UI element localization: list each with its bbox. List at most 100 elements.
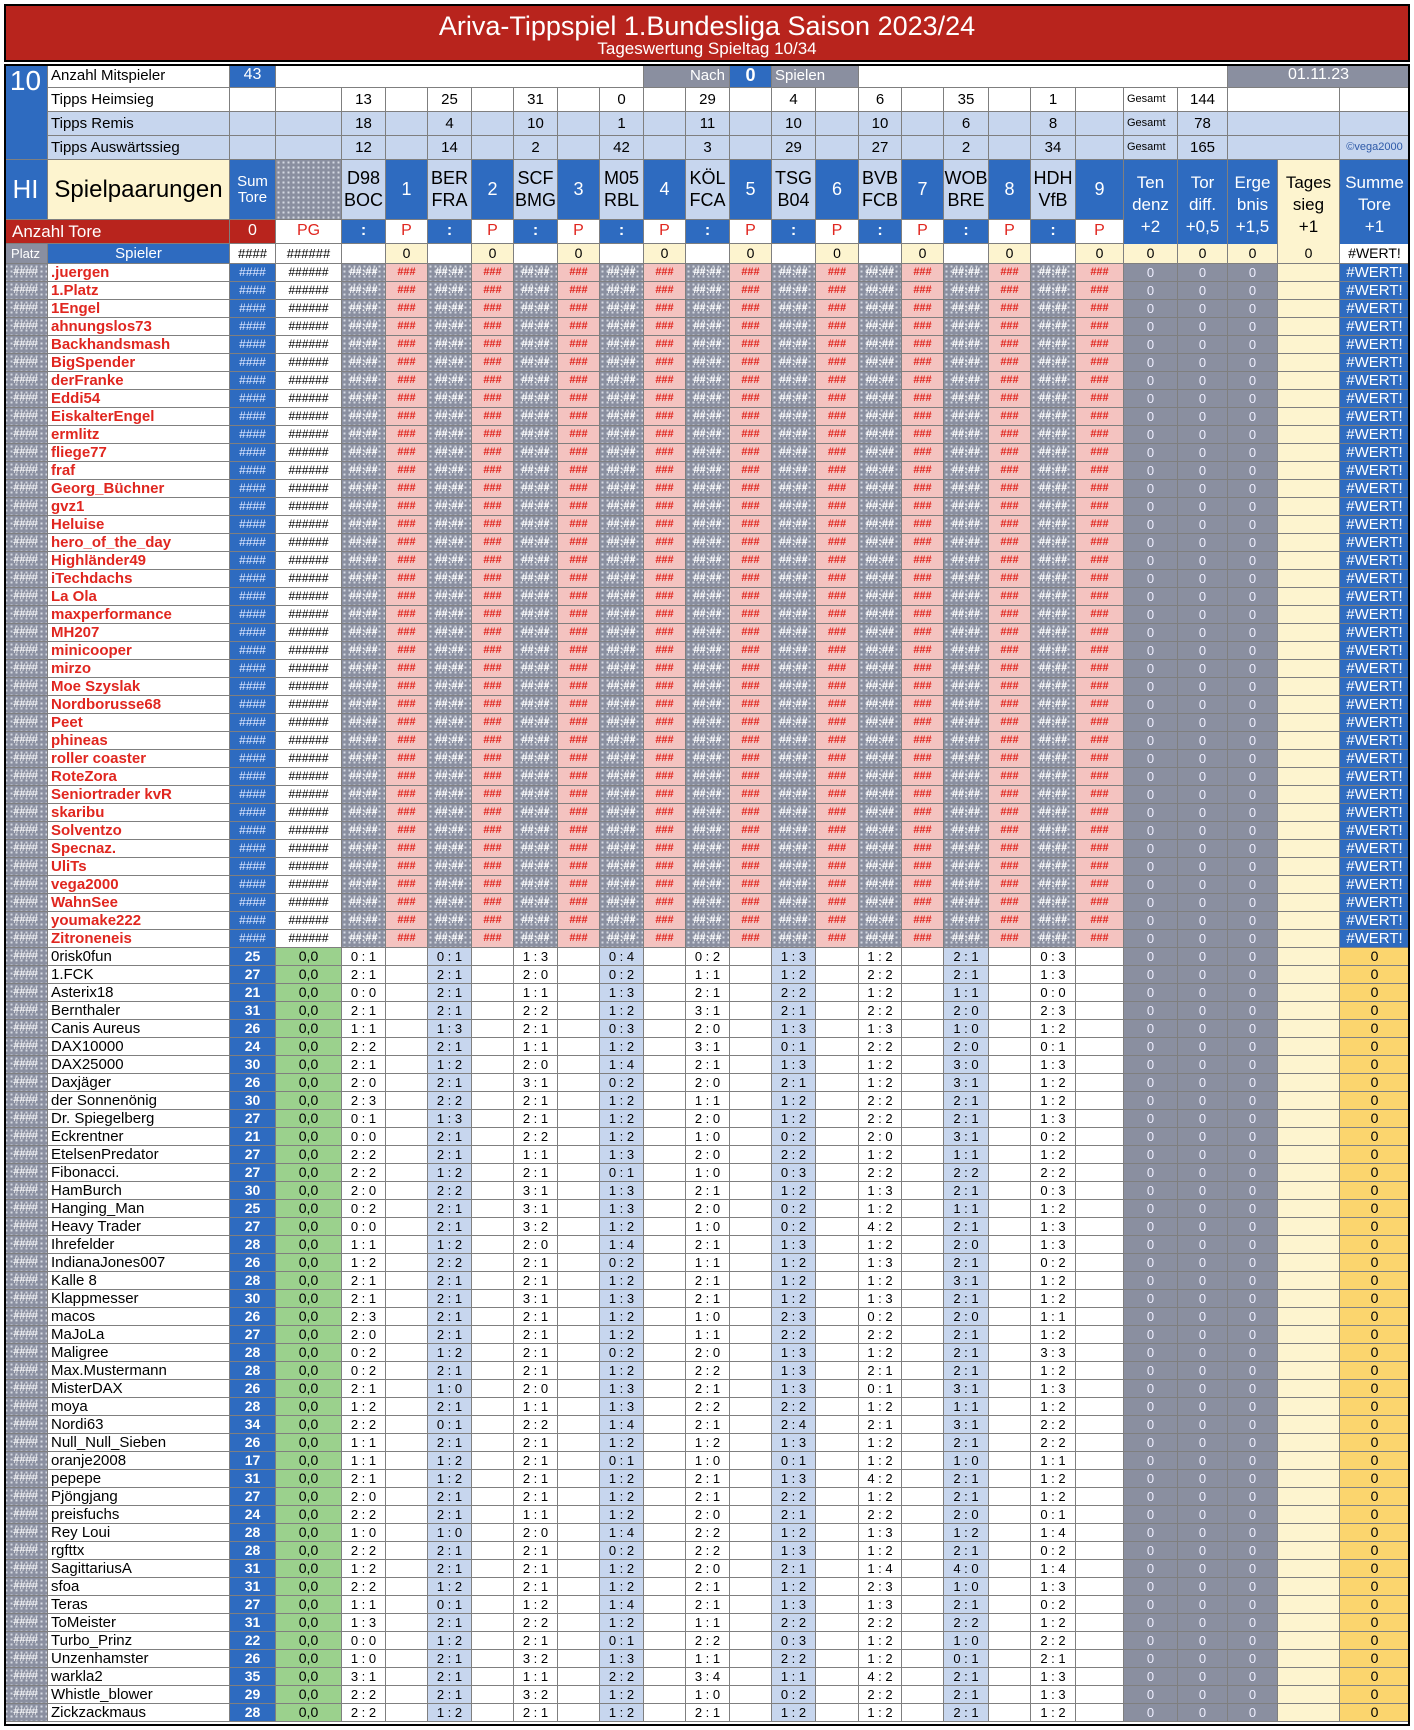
bonus-cell: 0 xyxy=(1228,1182,1278,1200)
points-cell: ### xyxy=(989,642,1031,660)
score-cell: ##:## xyxy=(944,768,989,786)
pg-cell: 0,0 xyxy=(276,1326,342,1344)
score-cell: ##:## xyxy=(428,372,472,390)
tips-count: 0 xyxy=(600,88,644,112)
pg-cell: 0,0 xyxy=(276,1686,342,1704)
bonus-cell: 0 xyxy=(1124,462,1178,480)
points-cell xyxy=(644,1524,686,1542)
score-cell: ##:## xyxy=(342,714,386,732)
pg-cell: 0,0 xyxy=(276,1110,342,1128)
pg-cell: ###### xyxy=(276,840,342,858)
tip-cell: 1 : 2 xyxy=(600,1506,644,1524)
match-number: 5 xyxy=(730,160,772,220)
score-cell: ##:## xyxy=(514,498,558,516)
daywin-cell xyxy=(1278,1380,1340,1398)
score-cell: ##:## xyxy=(428,624,472,642)
points-cell xyxy=(472,1668,514,1686)
goals-label: Anzahl Tore xyxy=(4,220,230,244)
tip-cell: 2 : 4 xyxy=(772,1416,816,1434)
points-cell xyxy=(902,1146,944,1164)
bonus-cell: 0 xyxy=(1124,1578,1178,1596)
daywin-cell xyxy=(1278,930,1340,948)
points-cell xyxy=(989,1398,1031,1416)
score-cell: ##:## xyxy=(600,264,644,282)
tip-cell: 2 : 0 xyxy=(686,1074,730,1092)
score-cell: ##:## xyxy=(342,462,386,480)
bonus-cell: 0 xyxy=(1124,498,1178,516)
points-cell: ### xyxy=(386,678,428,696)
score-cell: ##:## xyxy=(944,858,989,876)
bonus-cell: 0 xyxy=(1228,354,1278,372)
tip-cell: 2 : 1 xyxy=(944,1686,989,1704)
tip-cell: 1 : 3 xyxy=(600,1380,644,1398)
player-name: Canis Aureus xyxy=(48,1020,230,1038)
bonus-cell: 0 xyxy=(1228,1236,1278,1254)
score-cell: ##:## xyxy=(428,642,472,660)
tip-cell: 1 : 3 xyxy=(1031,1218,1076,1236)
points-cell: ### xyxy=(816,390,859,408)
score-cell: ##:## xyxy=(859,714,902,732)
player-name: hero_of_the_day xyxy=(48,534,230,552)
score-cell: ##:## xyxy=(342,282,386,300)
total-error: #WERT! xyxy=(1340,804,1410,822)
points-cell xyxy=(730,1416,772,1434)
points-cell xyxy=(730,1128,772,1146)
tips-count: 25 xyxy=(428,88,472,112)
points-cell xyxy=(730,948,772,966)
bonus-cell: 0 xyxy=(1228,318,1278,336)
pg-cell: ###### xyxy=(276,516,342,534)
pg-cell: 0,0 xyxy=(276,1002,342,1020)
tip-cell: 1 : 3 xyxy=(600,1146,644,1164)
player-name: Max.Mustermann xyxy=(48,1362,230,1380)
score-cell: ##:## xyxy=(428,750,472,768)
player-name: Fibonacci. xyxy=(48,1164,230,1182)
bonus-cell: 0 xyxy=(1124,1326,1178,1344)
tip-cell: 1 : 1 xyxy=(772,1668,816,1686)
tip-cell: 2 : 2 xyxy=(1031,1164,1076,1182)
points-cell: ### xyxy=(472,624,514,642)
score-cell: ##:## xyxy=(772,372,816,390)
tip-cell: 1 : 2 xyxy=(428,1164,472,1182)
points-cell xyxy=(386,1632,428,1650)
sum-cell: 26 xyxy=(230,1308,276,1326)
tips-blank xyxy=(816,112,859,136)
tip-cell: 2 : 0 xyxy=(342,1488,386,1506)
player-name: 1.FCK xyxy=(48,966,230,984)
tip-cell: 2 : 2 xyxy=(859,1326,902,1344)
score-cell: ##:## xyxy=(944,462,989,480)
points-cell xyxy=(1076,1290,1124,1308)
bonus-cell: 0 xyxy=(1124,1506,1178,1524)
points-cell xyxy=(1076,1614,1124,1632)
total-error: #WERT! xyxy=(1340,858,1410,876)
tips-blank xyxy=(1228,136,1340,160)
score-cell: ##:## xyxy=(428,480,472,498)
pg-cell: ###### xyxy=(276,714,342,732)
points-cell: ### xyxy=(644,678,686,696)
bonus-cell: 0 xyxy=(1124,1128,1178,1146)
bonus-cell: 0 xyxy=(1228,1254,1278,1272)
bonus-cell: 0 xyxy=(1124,1452,1178,1470)
bonus-cell: 0 xyxy=(1178,1290,1228,1308)
tip-cell: 2 : 1 xyxy=(428,1686,472,1704)
bonus-cell: 0 xyxy=(1228,624,1278,642)
tip-cell: 2 : 1 xyxy=(686,1578,730,1596)
points-cell: ### xyxy=(730,768,772,786)
total-error: #WERT! xyxy=(1340,462,1410,480)
tip-cell: 3 : 1 xyxy=(514,1074,558,1092)
score-cell: ##:## xyxy=(428,570,472,588)
player-name: .juergen xyxy=(48,264,230,282)
rank-cell: #### xyxy=(4,606,48,624)
total-cell: 0 xyxy=(1340,1236,1410,1254)
points-cell xyxy=(644,1488,686,1506)
pg-cell: 0,0 xyxy=(276,1038,342,1056)
points-cell: ### xyxy=(989,372,1031,390)
pg-cell: ###### xyxy=(276,768,342,786)
points-cell xyxy=(386,1542,428,1560)
points-cell xyxy=(386,1470,428,1488)
tip-cell: 1 : 2 xyxy=(342,1398,386,1416)
points-cell xyxy=(472,1686,514,1704)
points-cell xyxy=(902,984,944,1002)
points-cell xyxy=(644,1470,686,1488)
tip-cell: 2 : 0 xyxy=(686,1200,730,1218)
away-team: FCB xyxy=(862,190,898,210)
